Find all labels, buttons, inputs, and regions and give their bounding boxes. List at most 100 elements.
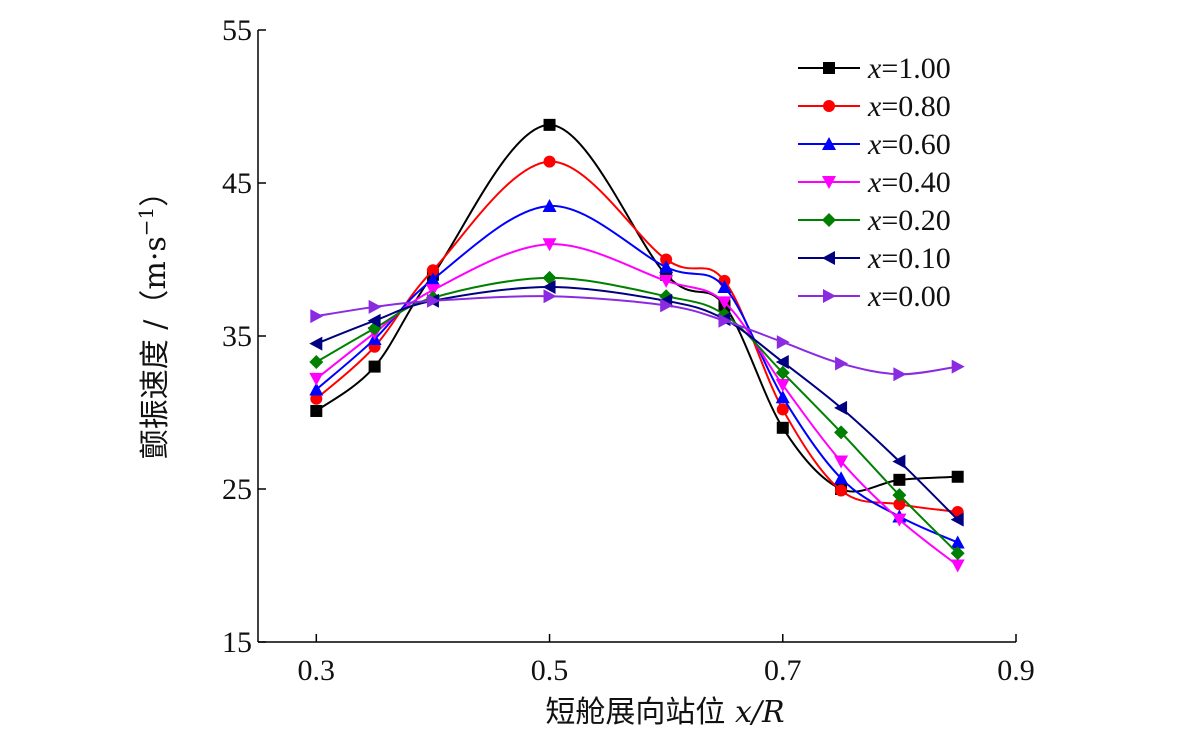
data-point <box>367 313 381 328</box>
data-point <box>835 356 849 371</box>
data-point <box>310 309 324 324</box>
data-point <box>892 454 906 469</box>
legend-label: x=0.20 <box>867 204 951 237</box>
x-axis-label: 短舱展向站位 x/R <box>545 695 784 730</box>
series-line <box>315 204 959 544</box>
data-point <box>659 274 674 288</box>
series-3 <box>309 238 965 573</box>
y-axis-label-sup: −1 <box>134 207 158 236</box>
data-point <box>426 264 439 277</box>
legend-marker <box>822 137 836 150</box>
data-point <box>893 367 907 382</box>
series-6 <box>310 289 965 382</box>
legend-label-value: =0.10 <box>881 242 950 275</box>
data-point <box>542 280 556 295</box>
legend-label-value: =1.00 <box>881 52 950 85</box>
legend-marker <box>823 289 836 303</box>
data-point <box>660 253 673 266</box>
legend-label: x=0.40 <box>867 166 951 199</box>
y-tick-label: 25 <box>222 473 252 506</box>
x-tick-label: 0.3 <box>298 654 336 687</box>
y-axis-label-close: ） <box>138 177 173 207</box>
data-point <box>368 360 381 373</box>
data-point <box>542 270 557 285</box>
data-point <box>717 296 732 310</box>
data-point <box>425 284 440 298</box>
data-point <box>951 359 965 374</box>
data-point <box>775 365 790 380</box>
data-point <box>892 488 907 503</box>
legend-label-var: x <box>867 52 882 85</box>
legend-label-var: x <box>867 242 882 275</box>
legend-entry: x=0.40 <box>798 166 951 199</box>
data-point <box>310 404 323 417</box>
data-point <box>834 425 849 440</box>
legend-label-value: =0.40 <box>881 166 950 199</box>
data-point <box>950 535 965 549</box>
data-point <box>950 512 964 527</box>
series-line <box>315 123 958 493</box>
data-point <box>542 238 557 252</box>
y-axis-label-text: 颤振速度 /（m·s <box>138 236 173 459</box>
data-point <box>775 390 790 404</box>
legend-entry: x=0.10 <box>798 242 951 275</box>
y-axis-ticks: 15 25 35 45 55 <box>222 14 266 659</box>
data-point <box>776 335 790 350</box>
legend-label-var: x <box>867 166 882 199</box>
data-point <box>660 298 674 313</box>
legend-label: x=0.60 <box>867 128 951 161</box>
data-point <box>834 400 848 415</box>
x-tick-label: 0.7 <box>764 654 802 687</box>
legend-marker <box>823 100 835 112</box>
data-point <box>776 403 789 416</box>
data-point <box>951 470 964 483</box>
data-point <box>309 372 324 386</box>
legend-marker <box>822 213 836 227</box>
x-axis-ticks: 0.3 0.5 0.7 0.9 <box>298 634 1035 687</box>
y-tick-label: 15 <box>222 626 252 659</box>
x-axis-label-var: x/R <box>735 695 785 730</box>
data-point <box>950 559 965 573</box>
data-point <box>775 355 789 370</box>
data-point <box>542 198 557 212</box>
legend-entry: x=1.00 <box>798 52 951 85</box>
data-point <box>309 336 323 351</box>
legend-entry: x=0.60 <box>798 128 951 161</box>
legend-entry: x=0.80 <box>798 90 951 123</box>
legend-marker <box>822 176 836 189</box>
legend-marker <box>823 62 835 74</box>
x-axis-label-text: 短舱展向站位 <box>545 695 735 730</box>
series-line <box>315 160 958 513</box>
y-axis-label: 颤振速度 /（m·s−1） <box>134 177 173 460</box>
legend-label-var: x <box>867 280 882 313</box>
y-tick-label: 45 <box>222 167 252 200</box>
legend-label-var: x <box>867 128 882 161</box>
legend-label-value: =0.60 <box>881 128 950 161</box>
legend-label-value: =0.80 <box>881 90 950 123</box>
legend-label-value: =0.20 <box>881 204 950 237</box>
series-line <box>316 295 958 376</box>
data-point <box>368 299 382 314</box>
legend-label-var: x <box>867 90 882 123</box>
legend-marker <box>822 251 835 265</box>
data-point <box>893 498 906 511</box>
legend-label: x=1.00 <box>867 52 951 85</box>
data-point <box>893 473 906 486</box>
legend: x=1.00x=0.80x=0.60x=0.40x=0.20x=0.10x=0.… <box>798 52 951 313</box>
data-point <box>543 289 557 304</box>
legend-label-var: x <box>867 204 882 237</box>
data-point <box>834 471 849 485</box>
data-point <box>309 382 324 396</box>
data-point <box>950 546 965 561</box>
data-point <box>426 293 440 308</box>
series-line <box>315 286 959 521</box>
legend-entry: x=0.20 <box>798 204 951 237</box>
legend-entry: x=0.00 <box>798 280 951 313</box>
data-point <box>776 421 789 434</box>
data-point <box>718 313 732 328</box>
data-point <box>543 118 556 131</box>
legend-label: x=0.00 <box>867 280 951 313</box>
data-point <box>834 455 849 469</box>
data-point <box>310 392 323 405</box>
